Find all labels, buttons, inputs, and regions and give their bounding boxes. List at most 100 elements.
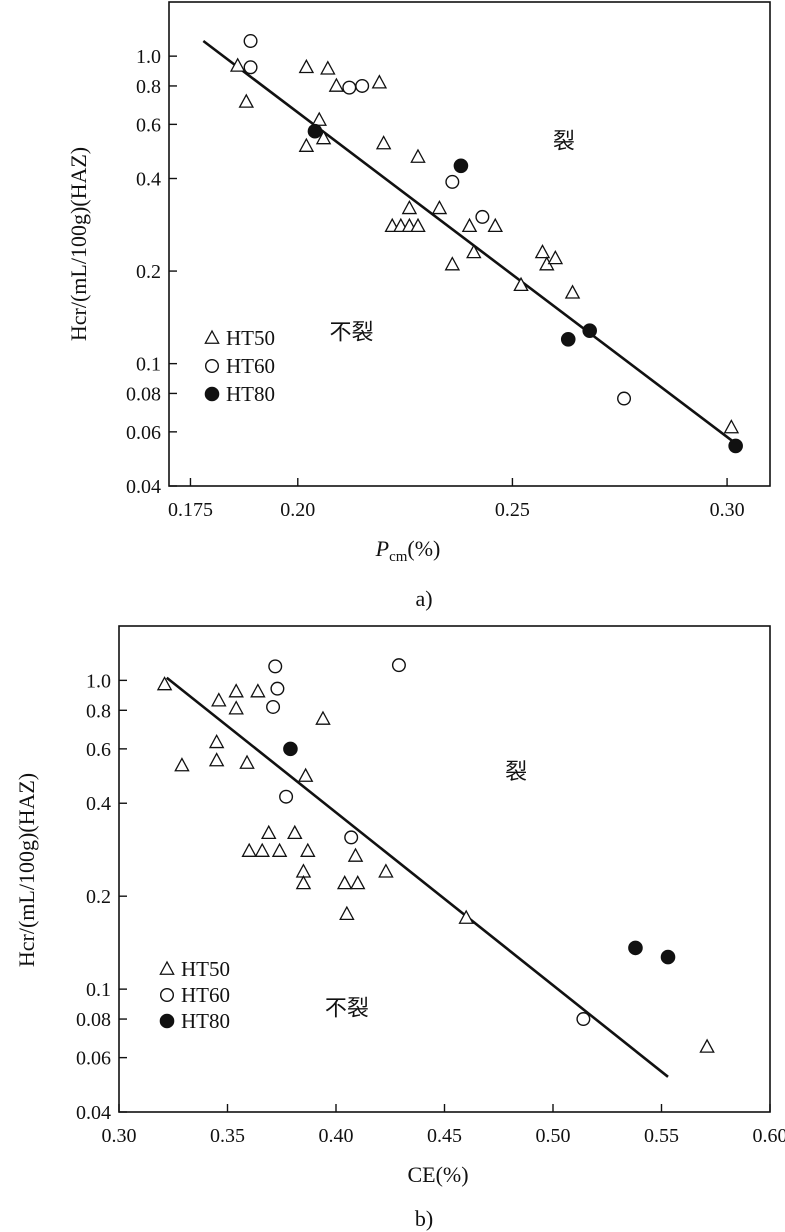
data-point-ht50	[254, 842, 270, 857]
x-tick-label: 0.25	[495, 499, 530, 521]
y-tick-label: 0.2	[136, 261, 161, 283]
legend-label-ht50: HT50	[181, 957, 230, 981]
legend-label-ht50: HT50	[226, 326, 275, 350]
region-labels-a: 裂不裂	[329, 130, 575, 346]
data-point-ht50	[410, 217, 426, 233]
data-point-ht50	[534, 244, 551, 259]
x-ticks-a: 0.175 0.20 0.25 0.30	[168, 478, 745, 521]
trend-line	[165, 676, 669, 1078]
x-axis-label-tail-a: (%)	[407, 536, 440, 561]
y-tick-label: 0.4	[86, 793, 111, 815]
y-tick-label: 0.6	[86, 739, 111, 761]
plot-frame-a	[168, 1, 771, 487]
data-point-ht50	[371, 74, 388, 89]
data-point-ht60	[243, 60, 258, 75]
data-point-ht60	[391, 658, 406, 673]
data-point-ht60	[266, 699, 281, 714]
data-point-ht60	[268, 659, 283, 674]
chart-panel-a: 1.0 0.8 0.6 0.4 0.2 0.1 0.08 0.06 0.04 0.175 0.20…	[66, 1, 771, 611]
region-label-crack: 裂	[553, 130, 575, 155]
legend-marker-ht50	[159, 960, 175, 975]
fit-line-b	[165, 676, 669, 1078]
data-point-ht50	[466, 244, 482, 259]
data-point-ht50	[699, 1038, 715, 1053]
data-point-ht80	[628, 940, 643, 956]
data-point-ht80	[582, 323, 598, 338]
x-axis-label-b: CE(%)	[407, 1162, 468, 1187]
data-point-ht80	[560, 331, 576, 347]
data-point-ht50	[211, 692, 227, 707]
x-tick-label: 0.40	[319, 1125, 354, 1147]
x-tick-label: 0.60	[753, 1125, 785, 1147]
data-point-ht50	[315, 130, 332, 145]
y-tick-label: 0.1	[136, 354, 161, 376]
data-point-ht50	[487, 217, 503, 233]
data-point-ht50	[444, 256, 461, 271]
data-point-ht80	[660, 949, 676, 965]
data-point-ht80	[453, 158, 469, 174]
data-point-ht60	[270, 681, 285, 696]
legend-label-ht60: HT60	[226, 354, 275, 378]
data-point-ht50	[347, 847, 364, 862]
data-point-ht50	[378, 863, 394, 878]
data-point-ht60	[475, 209, 490, 224]
data-point-ht50	[239, 754, 255, 769]
data-point-ht50	[228, 700, 244, 715]
y-tick-label: 0.1	[86, 979, 111, 1001]
region-label-no-crack: 不裂	[325, 997, 369, 1022]
x-tick-label: 0.175	[168, 499, 213, 521]
y-tick-label: 0.08	[76, 1009, 111, 1031]
legend-label-ht80: HT80	[181, 1009, 230, 1033]
x-tick-label: 0.50	[536, 1125, 571, 1147]
y-tick-label: 0.06	[76, 1048, 111, 1070]
legend-marker-ht50	[204, 329, 220, 344]
data-point-ht50	[156, 676, 173, 691]
data-point-ht50	[375, 135, 392, 150]
x-tick-label: 0.30	[102, 1125, 137, 1147]
data-point-ht50	[315, 710, 331, 725]
legend-marker-ht80	[204, 386, 220, 402]
data-point-ht60	[243, 34, 258, 49]
legend-marker-ht60	[159, 988, 174, 1003]
data-point-ht50	[241, 842, 257, 857]
data-point-ht50	[547, 249, 564, 265]
panel-caption-a: a)	[415, 586, 432, 611]
data-point-ht50	[513, 276, 529, 292]
data-point-ht50	[260, 824, 277, 840]
y-axis-label-a: Hcr/(mL/100g)(HAZ)	[66, 147, 91, 341]
data-point-ht60	[344, 830, 359, 845]
y-tick-label: 0.4	[136, 169, 161, 191]
trend-line	[202, 39, 737, 445]
fit-line-a	[202, 39, 737, 445]
data-point-ht80	[283, 741, 298, 757]
data-point-ht50	[328, 77, 345, 92]
data-point-ht50	[287, 824, 303, 840]
data-point-ht50	[458, 909, 474, 924]
region-labels-b: 裂不裂	[325, 760, 527, 1022]
data-point-ht60	[617, 391, 632, 406]
y-tick-label: 1.0	[136, 46, 161, 68]
y-tick-label: 0.8	[86, 700, 111, 722]
y-ticks-a: 1.0 0.8 0.6 0.4 0.2 0.1 0.08 0.06 0.04	[126, 46, 177, 498]
y-tick-label: 0.08	[126, 383, 161, 405]
data-point-ht80	[307, 123, 323, 139]
data-point-ht60	[342, 80, 357, 95]
data-point-ht50	[297, 767, 314, 782]
x-axis-label-sub-a: cm	[389, 549, 408, 565]
data-points-b	[156, 658, 715, 1053]
data-point-ht50	[174, 757, 190, 772]
data-points-a	[229, 34, 743, 454]
x-axis-label-main-a: P	[375, 536, 389, 561]
y-tick-label: 1.0	[86, 670, 111, 692]
y-axis-label-b: Hcr/(mL/100g)(HAZ)	[14, 773, 39, 967]
data-point-ht50	[298, 58, 315, 74]
data-point-ht50	[208, 733, 225, 749]
data-point-ht60	[445, 174, 460, 189]
chart-panel-b: 1.00.80.60.40.20.10.080.060.04 0.30 0.35 0…	[14, 625, 785, 1231]
data-point-ht60	[279, 789, 294, 804]
legend-a: HT50 HT60 HT80	[204, 326, 275, 406]
data-point-ht50	[295, 875, 312, 890]
x-tick-label: 0.20	[280, 499, 315, 521]
legend-marker-ht60	[204, 359, 219, 374]
